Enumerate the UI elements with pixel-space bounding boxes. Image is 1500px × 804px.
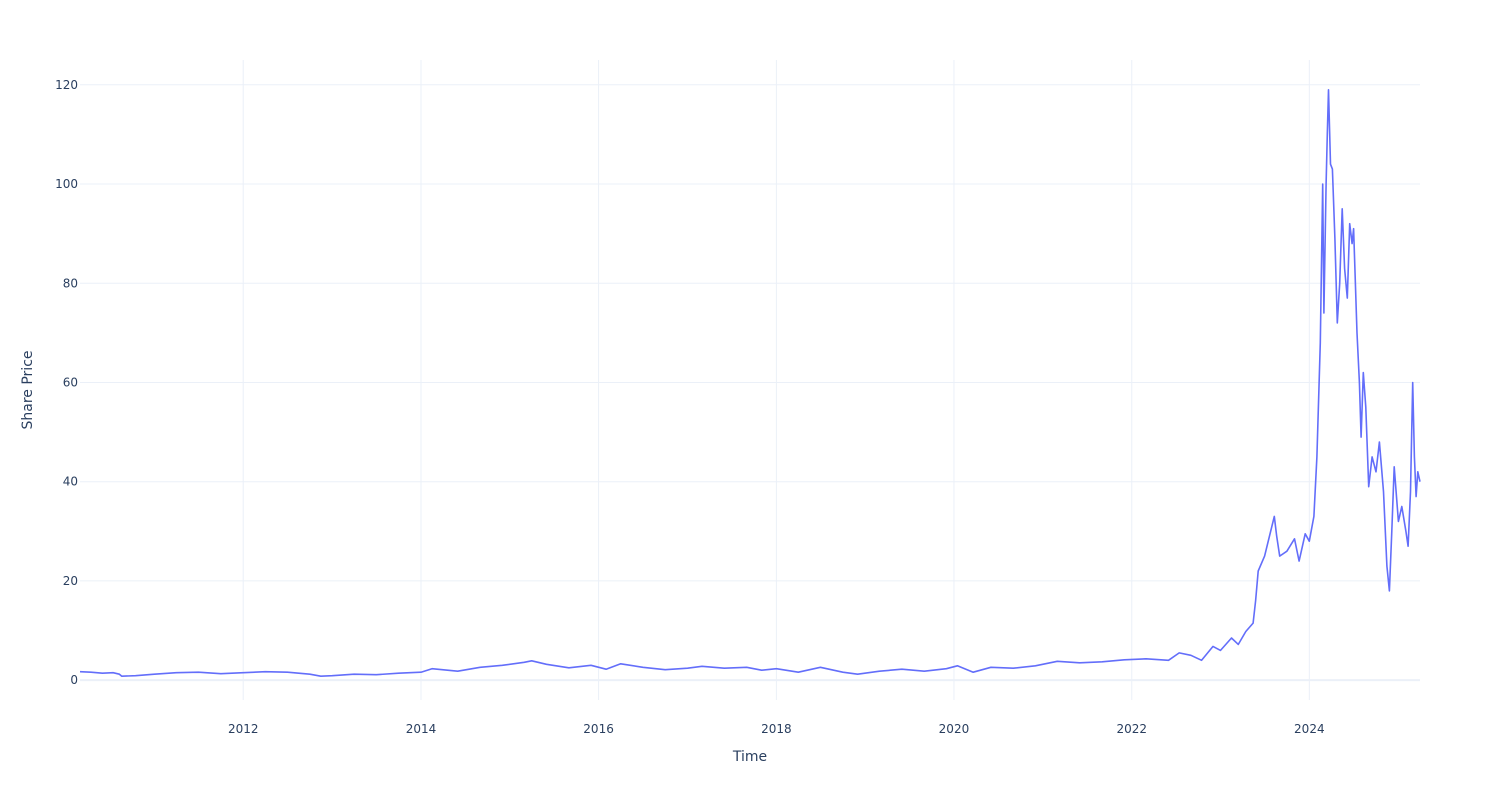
y-tick-label: 40 — [63, 475, 78, 489]
tick-labels: 2012 2014 2016 2018 2020 2022 2024 0 20 40 60 80 100… — [55, 78, 1325, 736]
x-tick-label: 2024 — [1294, 722, 1325, 736]
plot-background — [80, 60, 1420, 700]
series — [79, 89, 1421, 677]
x-tick-label: 2016 — [583, 722, 614, 736]
series-line — [79, 89, 1421, 677]
y-tick-label: 60 — [63, 375, 78, 389]
y-tick-label: 0 — [70, 673, 78, 687]
y-tick-label: 20 — [63, 574, 78, 588]
y-tick-label: 120 — [55, 78, 78, 92]
y-axis-title: Share Price — [20, 350, 36, 429]
grid — [80, 60, 1420, 700]
y-tick-label: 80 — [63, 276, 78, 290]
x-axis-title: Time — [732, 749, 767, 765]
x-tick-label: 2022 — [1116, 722, 1147, 736]
x-tick-label: 2018 — [761, 722, 792, 736]
x-tick-label: 2012 — [228, 722, 259, 736]
x-tick-label: 2020 — [939, 722, 970, 736]
y-tick-label: 100 — [55, 177, 78, 191]
x-tick-label: 2014 — [406, 722, 437, 736]
